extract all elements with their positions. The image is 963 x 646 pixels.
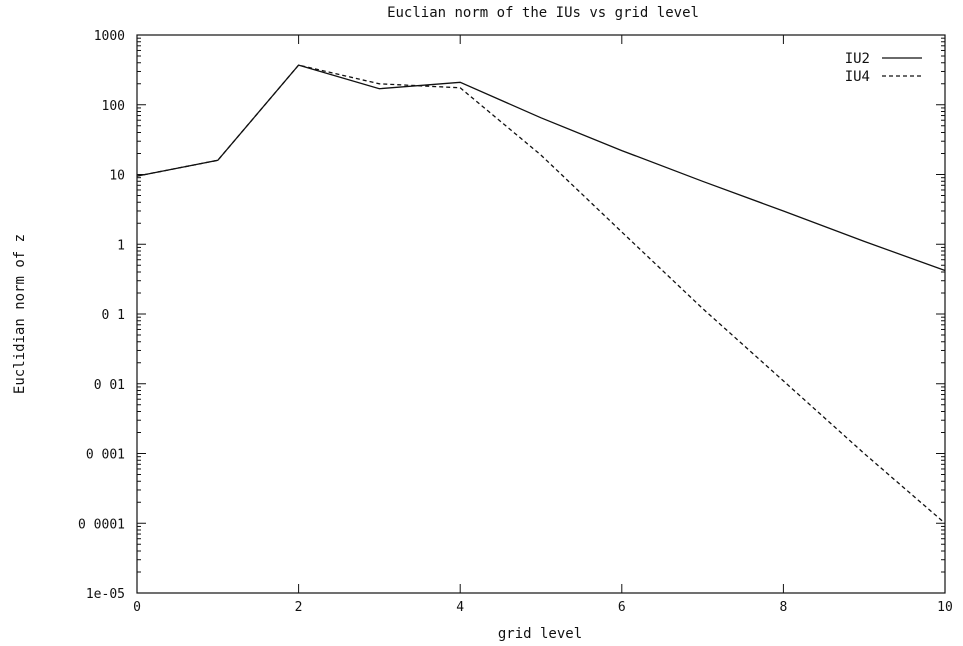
x-axis: 0 2 4 6 8 10: [133, 35, 953, 615]
y-tick-label: 0 001: [86, 448, 125, 463]
y-axis: 1000 100 10 1 0 1 0 01 0 001 0 0001 1e-05: [78, 29, 945, 602]
y-tick-label: 0 1: [102, 308, 125, 323]
series-line-iu4: [136, 64, 946, 524]
x-tick-label: 6: [618, 600, 626, 615]
y-tick-label: 1000: [94, 29, 125, 44]
x-tick-label: 2: [295, 600, 303, 615]
y-axis-label: Euclidian norm of z: [12, 234, 28, 394]
series-group: [136, 64, 946, 524]
x-tick-label: 8: [779, 600, 787, 615]
legend-label: IU4: [845, 69, 870, 85]
x-tick-label: 4: [456, 600, 464, 615]
y-tick-label: 1: [117, 238, 125, 253]
y-tick-label: 0 01: [94, 378, 125, 393]
y-tick-label: 100: [102, 99, 125, 114]
series-line-iu2: [136, 64, 946, 272]
x-tick-label: 10: [937, 600, 953, 615]
chart-title: Euclian norm of the IUs vs grid level: [387, 5, 699, 21]
x-tick-label: 0: [133, 600, 141, 615]
y-tick-label: 10: [109, 169, 125, 184]
legend-label: IU2: [845, 51, 870, 67]
y-tick-label: 0 0001: [78, 517, 125, 532]
plot-frame: [136, 34, 946, 594]
x-axis-label: grid level: [498, 626, 582, 642]
y-tick-label: 1e-05: [86, 587, 125, 602]
